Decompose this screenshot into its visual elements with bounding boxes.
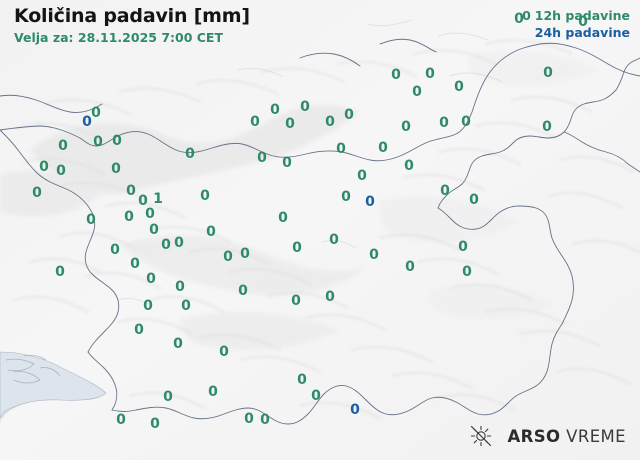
logo-vreme: VREME	[566, 426, 626, 446]
station-value: 0	[357, 168, 367, 184]
station-value: 0	[514, 11, 524, 27]
station-value: 0	[285, 116, 295, 132]
station-value: 1	[153, 191, 163, 207]
station-value: 0	[292, 240, 302, 256]
station-value: 0	[124, 209, 134, 225]
station-value: 0	[458, 239, 468, 255]
arso-logo: ARSO VREME	[468, 423, 627, 449]
station-value: 0	[206, 224, 216, 240]
legend-sample-12h: 0	[522, 8, 531, 23]
station-value: 0	[112, 133, 122, 149]
station-value: 0	[55, 264, 65, 280]
station-value: 0	[185, 146, 195, 162]
logo-arso: ARSO	[507, 426, 561, 446]
station-value: 0	[126, 183, 136, 199]
legend-label-12h: 12h padavine	[534, 8, 630, 23]
station-value: 0	[257, 150, 267, 166]
station-value: 0	[240, 246, 250, 262]
station-value: 0	[219, 344, 229, 360]
station-value: 0	[110, 242, 120, 258]
station-value: 0	[282, 155, 292, 171]
station-value: 0	[223, 249, 233, 265]
station-value: 0	[32, 185, 42, 201]
station-value: 0	[138, 193, 148, 209]
station-value: 0	[173, 336, 183, 352]
station-value: 0	[439, 115, 449, 131]
station-value: 0	[391, 67, 401, 83]
station-value: 0	[149, 222, 159, 238]
station-value: 0	[542, 119, 552, 135]
station-value: 0	[405, 259, 415, 275]
station-value: 0	[86, 212, 96, 228]
station-value: 0	[341, 189, 351, 205]
station-value: 0	[300, 99, 310, 115]
station-value: 0	[344, 107, 354, 123]
station-value: 0	[238, 283, 248, 299]
station-value: 0	[401, 119, 411, 135]
station-value: 0	[39, 159, 49, 175]
station-value: 0	[369, 247, 379, 263]
station-value: 0	[365, 194, 375, 210]
station-value: 0	[145, 206, 155, 222]
station-value: 0	[329, 232, 339, 248]
station-value: 0	[93, 134, 103, 150]
station-value: 0	[175, 279, 185, 295]
station-value: 0	[116, 412, 126, 428]
station-value: 0	[543, 65, 553, 81]
station-value: 0	[454, 79, 464, 95]
station-value: 0	[469, 192, 479, 208]
station-value: 0	[260, 412, 270, 428]
station-value: 0	[58, 138, 68, 154]
station-value: 0	[278, 210, 288, 226]
station-value: 0	[163, 389, 173, 405]
station-value: 0	[150, 416, 160, 432]
station-value: 0	[200, 188, 210, 204]
station-value: 0	[56, 163, 66, 179]
station-value: 0	[578, 14, 588, 30]
station-value: 0	[181, 298, 191, 314]
station-value: 0	[91, 105, 101, 121]
station-value: 0	[404, 158, 414, 174]
legend-label-24h: 24h padavine	[534, 24, 630, 40]
station-value: 0	[325, 114, 335, 130]
station-value: 0	[336, 141, 346, 157]
page-title: Količina padavin [mm]	[14, 5, 250, 27]
station-value: 0	[244, 411, 254, 427]
station-value: 0	[143, 298, 153, 314]
station-value: 0	[378, 140, 388, 156]
station-value: 0	[412, 84, 422, 100]
station-value: 0	[270, 102, 280, 118]
validity-timestamp: Velja za: 28.11.2025 7:00 CET	[14, 29, 223, 45]
logo-text: ARSO VREME	[508, 427, 627, 446]
station-value: 0	[111, 161, 121, 177]
legend-item-24h: 24h padavine	[522, 25, 630, 42]
station-value: 0	[146, 271, 156, 287]
station-value: 0	[440, 183, 450, 199]
station-value: 0	[174, 235, 184, 251]
station-value: 0	[325, 289, 335, 305]
station-value: 0	[291, 293, 301, 309]
map-header: Količina padavin [mm] Velja za: 28.11.20…	[14, 5, 250, 45]
station-value: 0	[250, 114, 260, 130]
station-value: 0	[82, 114, 92, 130]
sun-weather-icon	[470, 425, 491, 447]
station-value: 0	[425, 66, 435, 82]
station-value: 0	[461, 114, 471, 130]
station-value: 0	[350, 402, 360, 418]
station-value: 0	[130, 256, 140, 272]
station-value: 0	[297, 372, 307, 388]
station-value: 0	[311, 388, 321, 404]
station-value: 0	[134, 322, 144, 338]
station-value: 0	[161, 237, 171, 253]
station-value: 0	[208, 384, 218, 400]
station-value: 0	[462, 264, 472, 280]
legend-item-12h: 0 12h padavine	[522, 8, 630, 25]
legend: 0 12h padavine 24h padavine	[522, 8, 630, 41]
